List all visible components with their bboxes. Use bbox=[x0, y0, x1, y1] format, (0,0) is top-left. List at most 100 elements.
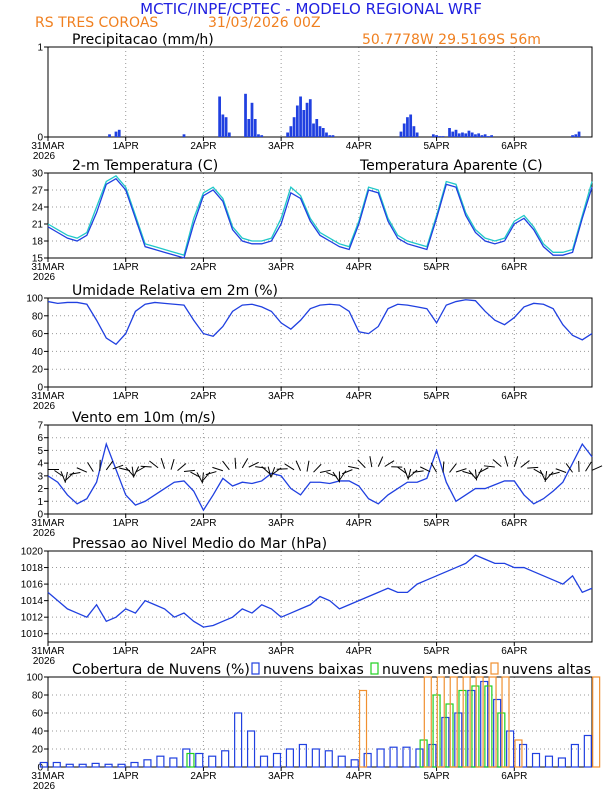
wind-barb bbox=[140, 465, 152, 468]
wind-barb bbox=[483, 465, 495, 468]
y-tick-label: 1018 bbox=[21, 563, 44, 574]
y-tick-label: 40 bbox=[32, 727, 44, 738]
legend-swatch bbox=[251, 662, 260, 675]
series-line-wind bbox=[47, 441, 593, 512]
wind-barb bbox=[196, 472, 203, 483]
precip-bar bbox=[457, 133, 461, 137]
wind-barb bbox=[585, 461, 592, 472]
wind-barb bbox=[369, 456, 373, 468]
wind-barb bbox=[183, 469, 195, 472]
y-tick-label: 40 bbox=[32, 347, 44, 358]
precip-bar bbox=[448, 128, 451, 137]
y-tick-label: 30 bbox=[32, 169, 44, 180]
y-tick-label: 0 bbox=[37, 383, 43, 394]
wind-barb bbox=[160, 458, 166, 469]
wind-barb bbox=[397, 466, 407, 475]
cloud-bar-0 bbox=[402, 746, 411, 768]
cloud-bar-0 bbox=[480, 680, 489, 768]
wind-barb bbox=[544, 470, 548, 482]
cloud-bar-0 bbox=[415, 748, 424, 768]
panel-frame bbox=[47, 172, 593, 259]
y-tick-label: 1014 bbox=[21, 596, 44, 607]
precip-bar bbox=[467, 130, 471, 137]
cloud-bar-1 bbox=[419, 739, 428, 768]
legend-apparent-temp: Temperatura Aparente (C) bbox=[359, 158, 543, 174]
cloud-bar-0 bbox=[285, 748, 294, 768]
cloud-bar-0 bbox=[52, 761, 61, 768]
precip-bar bbox=[483, 134, 487, 137]
cloud-bar-1 bbox=[471, 685, 480, 768]
panel-frame bbox=[47, 550, 593, 643]
precip-bar bbox=[461, 132, 464, 137]
y-tick-label: 0 bbox=[37, 763, 43, 774]
series-line-slp bbox=[47, 554, 593, 628]
x-tick-label: 4APR bbox=[346, 646, 372, 657]
precip-bar bbox=[474, 134, 477, 137]
x-tick-label: 5APR bbox=[424, 262, 450, 273]
cloud-bar-1 bbox=[432, 694, 441, 768]
precip-bar bbox=[409, 114, 413, 137]
y-tick-label: 1010 bbox=[21, 629, 44, 640]
y-tick-label: 100 bbox=[26, 294, 43, 305]
precip-bar bbox=[257, 134, 260, 137]
panel-title-rh: Umidade Relativa em 2m (%) bbox=[72, 283, 278, 299]
x-tick-label: 31MAR bbox=[31, 262, 64, 273]
precip-bar bbox=[315, 119, 319, 137]
wind-barb bbox=[69, 471, 81, 475]
x-tick-label: 4APR bbox=[346, 262, 372, 273]
wind-barb bbox=[412, 470, 424, 473]
precip-bar bbox=[299, 96, 302, 137]
x-tick-label: 6APR bbox=[501, 518, 527, 529]
precip-bar bbox=[292, 117, 296, 137]
wind-barb bbox=[177, 463, 187, 472]
wind-barb bbox=[565, 463, 573, 473]
cloud-bar-1 bbox=[484, 685, 493, 768]
wind-barb bbox=[131, 466, 135, 478]
x-tick-label: 6APR bbox=[501, 141, 527, 152]
cloud-bar-0 bbox=[117, 763, 126, 768]
cloud-bar-0 bbox=[570, 743, 579, 768]
x-tick-label: 31MAR bbox=[31, 391, 64, 402]
x-tick-label: 3APR bbox=[268, 141, 294, 152]
cloud-bar-0 bbox=[65, 763, 74, 768]
cloud-bar-0 bbox=[350, 759, 359, 768]
panel-title-wind: Vento em 10m (m/s) bbox=[72, 410, 216, 426]
precip-bar bbox=[577, 131, 581, 137]
x-tick-label: 1APR bbox=[113, 771, 139, 782]
wind-barb bbox=[545, 471, 554, 481]
wind-barb bbox=[555, 468, 567, 473]
precip-bar bbox=[441, 136, 445, 137]
precip-bar bbox=[470, 132, 474, 137]
precip-bar bbox=[114, 131, 118, 137]
cloud-bar-2 bbox=[514, 739, 523, 768]
precip-bar bbox=[308, 99, 312, 137]
wind-barb bbox=[284, 463, 295, 471]
run-label: 31/03/2026 00Z bbox=[208, 15, 321, 31]
y-tick-label: 2 bbox=[37, 484, 43, 495]
x-tick-label: 1APR bbox=[113, 646, 139, 657]
cloud-bar-1 bbox=[186, 752, 195, 768]
x-tick-label: 31MAR bbox=[31, 771, 64, 782]
legend-label: nuvens baixas bbox=[263, 662, 364, 678]
cloud-bar-0 bbox=[467, 689, 476, 768]
wind-barb bbox=[261, 466, 271, 475]
precip-bar bbox=[221, 114, 225, 137]
precip-bar bbox=[412, 126, 416, 137]
precip-bar bbox=[182, 134, 186, 137]
x-tick-label: 6APR bbox=[501, 262, 527, 273]
cloud-bar-0 bbox=[143, 759, 152, 768]
cloud-bar-2 bbox=[436, 676, 445, 768]
precip-bar bbox=[108, 134, 111, 137]
x-tick-sublabel: 2026 bbox=[33, 272, 56, 283]
precip-bar bbox=[480, 135, 484, 137]
wind-barb bbox=[87, 462, 94, 472]
cloud-bar-1 bbox=[445, 703, 454, 768]
x-tick-label: 2APR bbox=[190, 391, 216, 402]
cloud-bar-0 bbox=[389, 746, 398, 768]
cloud-bar-0 bbox=[337, 755, 346, 768]
x-tick-label: 31MAR bbox=[31, 518, 64, 529]
wind-barb bbox=[347, 465, 359, 470]
wind-barb bbox=[76, 467, 88, 473]
precip-bar bbox=[244, 93, 247, 137]
